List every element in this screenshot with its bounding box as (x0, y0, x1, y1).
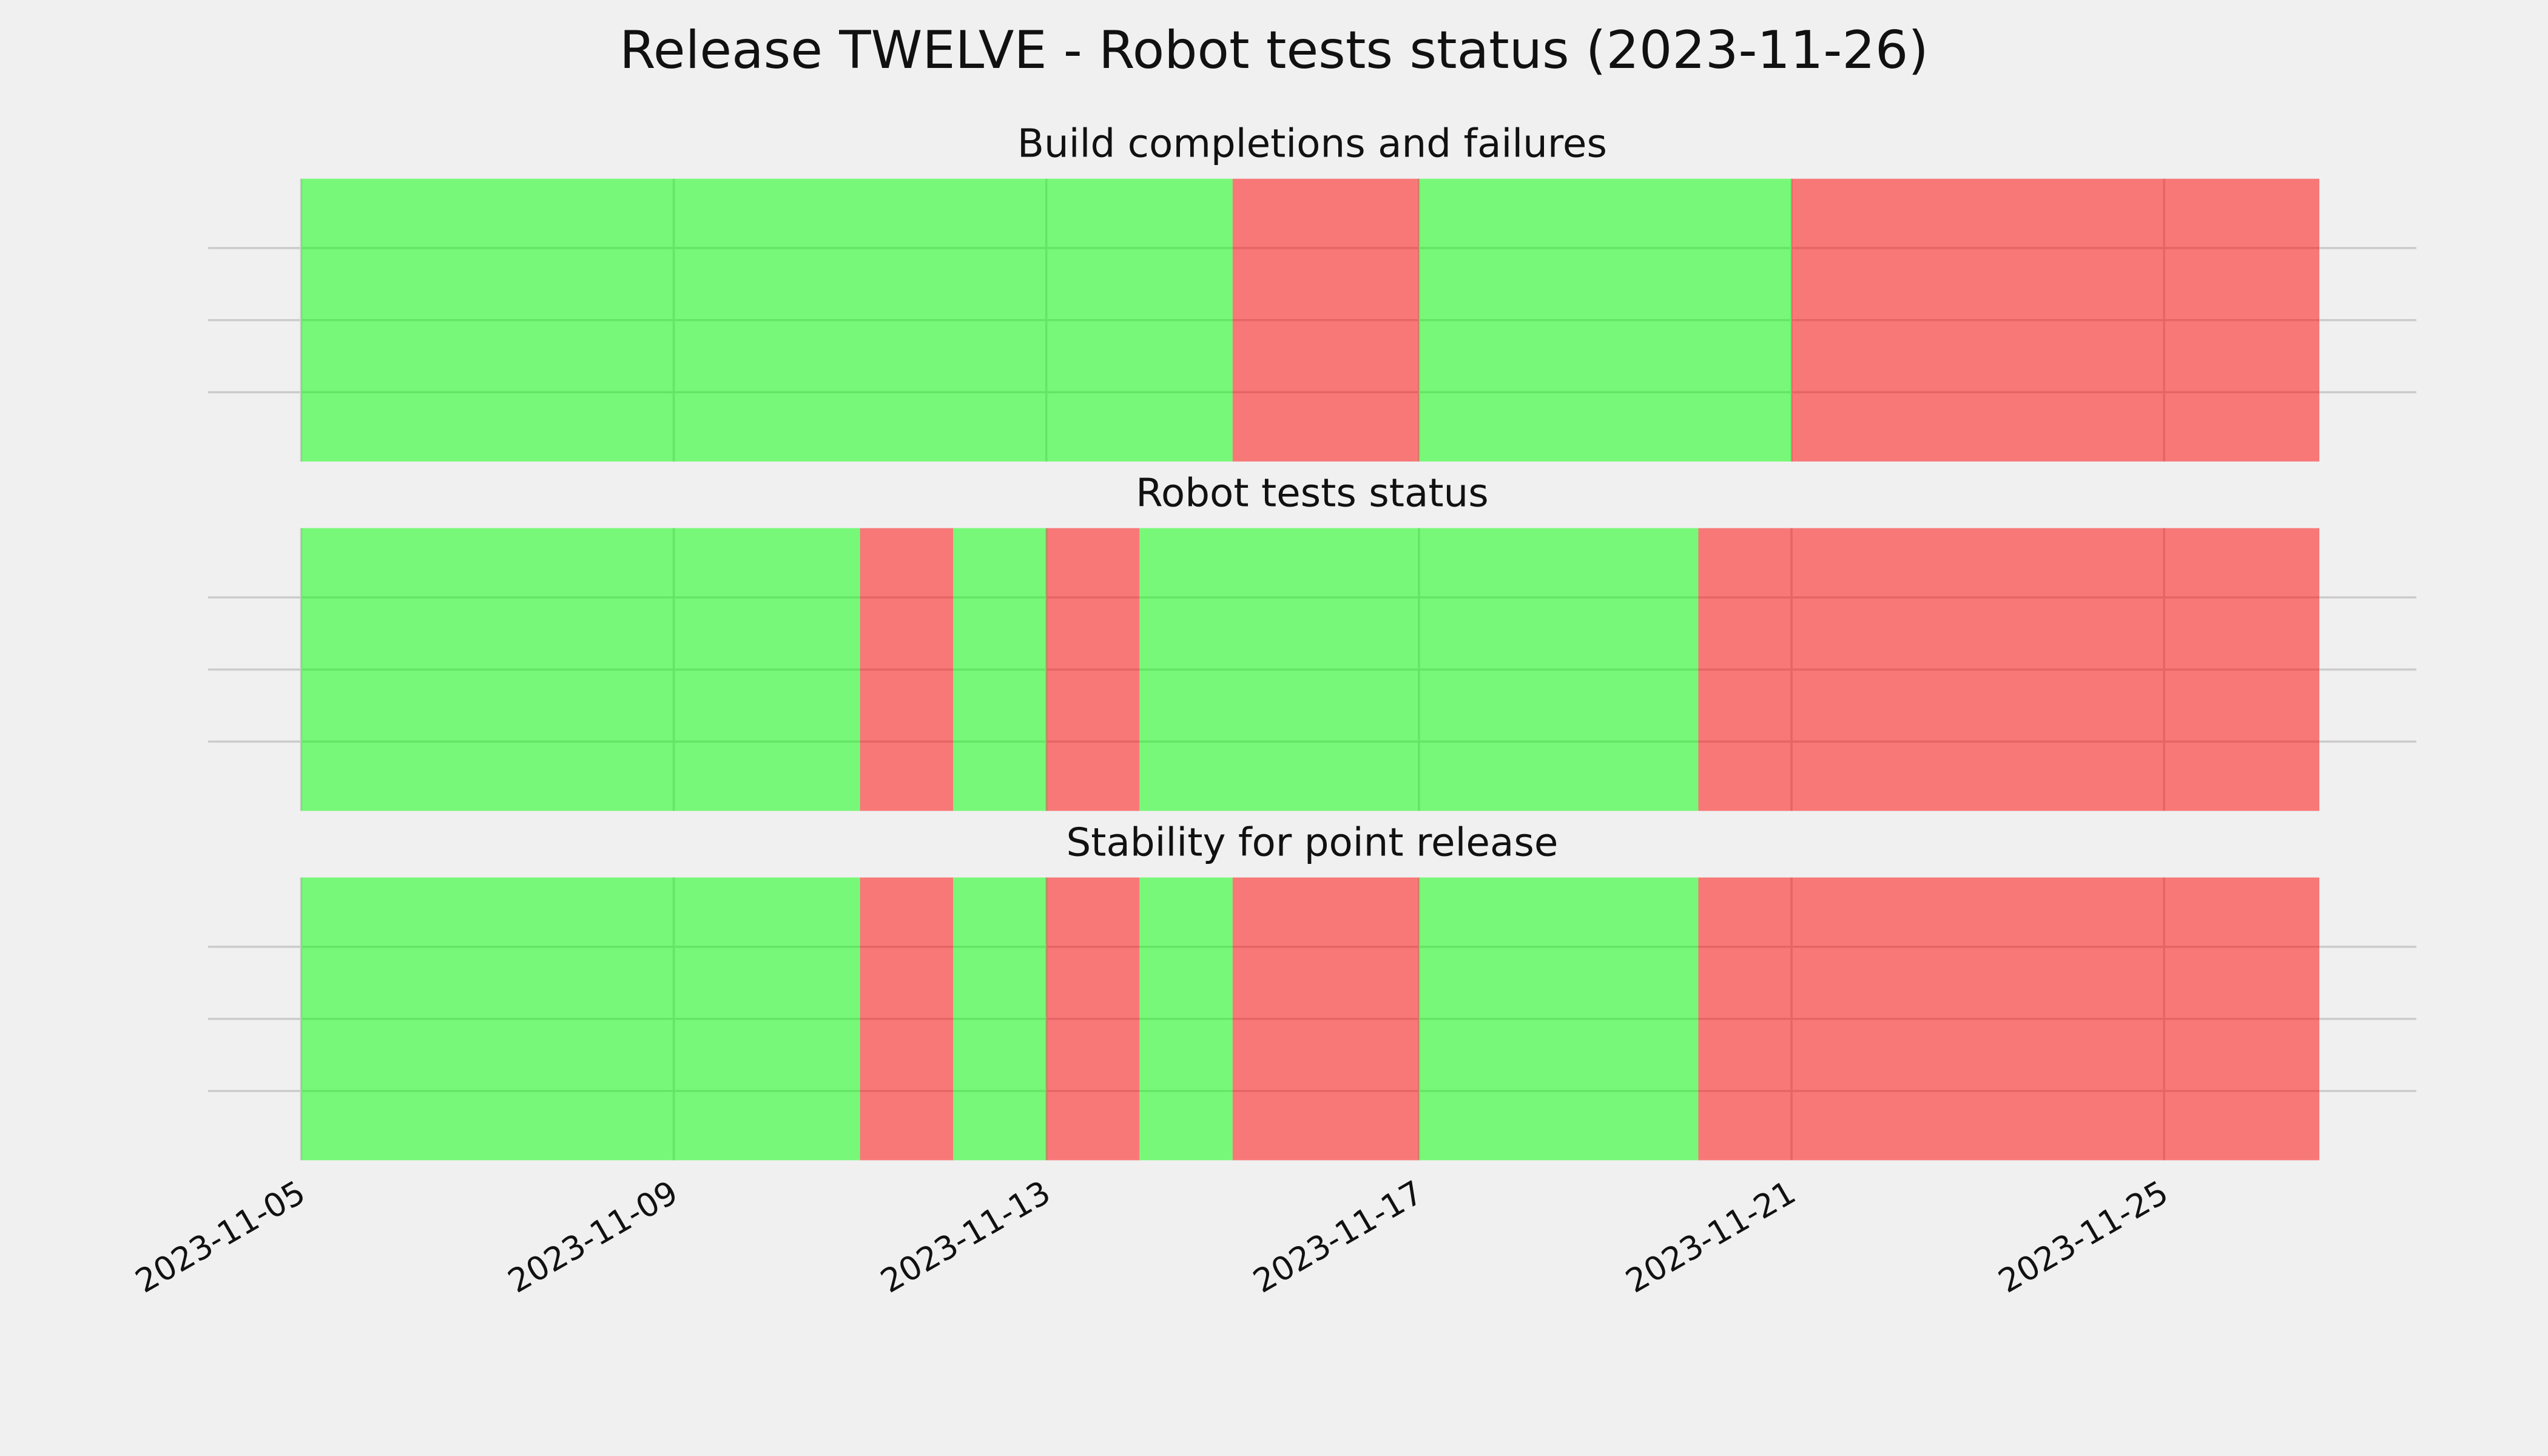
status-span (1698, 877, 2320, 1161)
status-span (1232, 178, 1419, 462)
status-span (953, 877, 1046, 1161)
status-span (1791, 178, 2320, 462)
panel: Build completions and failures (207, 121, 2417, 462)
status-span (953, 528, 1046, 811)
status-span (1232, 877, 1419, 1161)
panel-title: Build completions and failures (1017, 121, 1607, 167)
panel-title: Stability for point release (1067, 820, 1559, 865)
status-span (301, 877, 860, 1161)
status-span (1698, 528, 2320, 811)
x-tick-label: 2023-11-21 (1619, 1173, 1802, 1300)
panel-title: Robot tests status (1136, 471, 1489, 516)
x-tick-label: 2023-11-13 (874, 1173, 1057, 1300)
status-span (1046, 528, 1140, 811)
status-span (860, 877, 954, 1161)
status-span (301, 528, 860, 811)
panel: Stability for point release (207, 820, 2417, 1161)
x-tick-label: 2023-11-17 (1247, 1173, 1429, 1300)
status-span (301, 178, 1233, 462)
status-span (1046, 877, 1140, 1161)
x-tick-label: 2023-11-09 (502, 1173, 684, 1300)
status-span (1418, 877, 1699, 1161)
status-span (860, 528, 954, 811)
chart-title: Release TWELVE - Robot tests status (202… (619, 20, 1929, 81)
x-tick-label: 2023-11-05 (129, 1173, 312, 1300)
status-span (1139, 877, 1233, 1161)
x-tick-label: 2023-11-25 (1992, 1173, 2174, 1300)
status-span (1139, 528, 1699, 811)
panel: Robot tests status (207, 471, 2417, 811)
status-span (1418, 178, 1792, 462)
